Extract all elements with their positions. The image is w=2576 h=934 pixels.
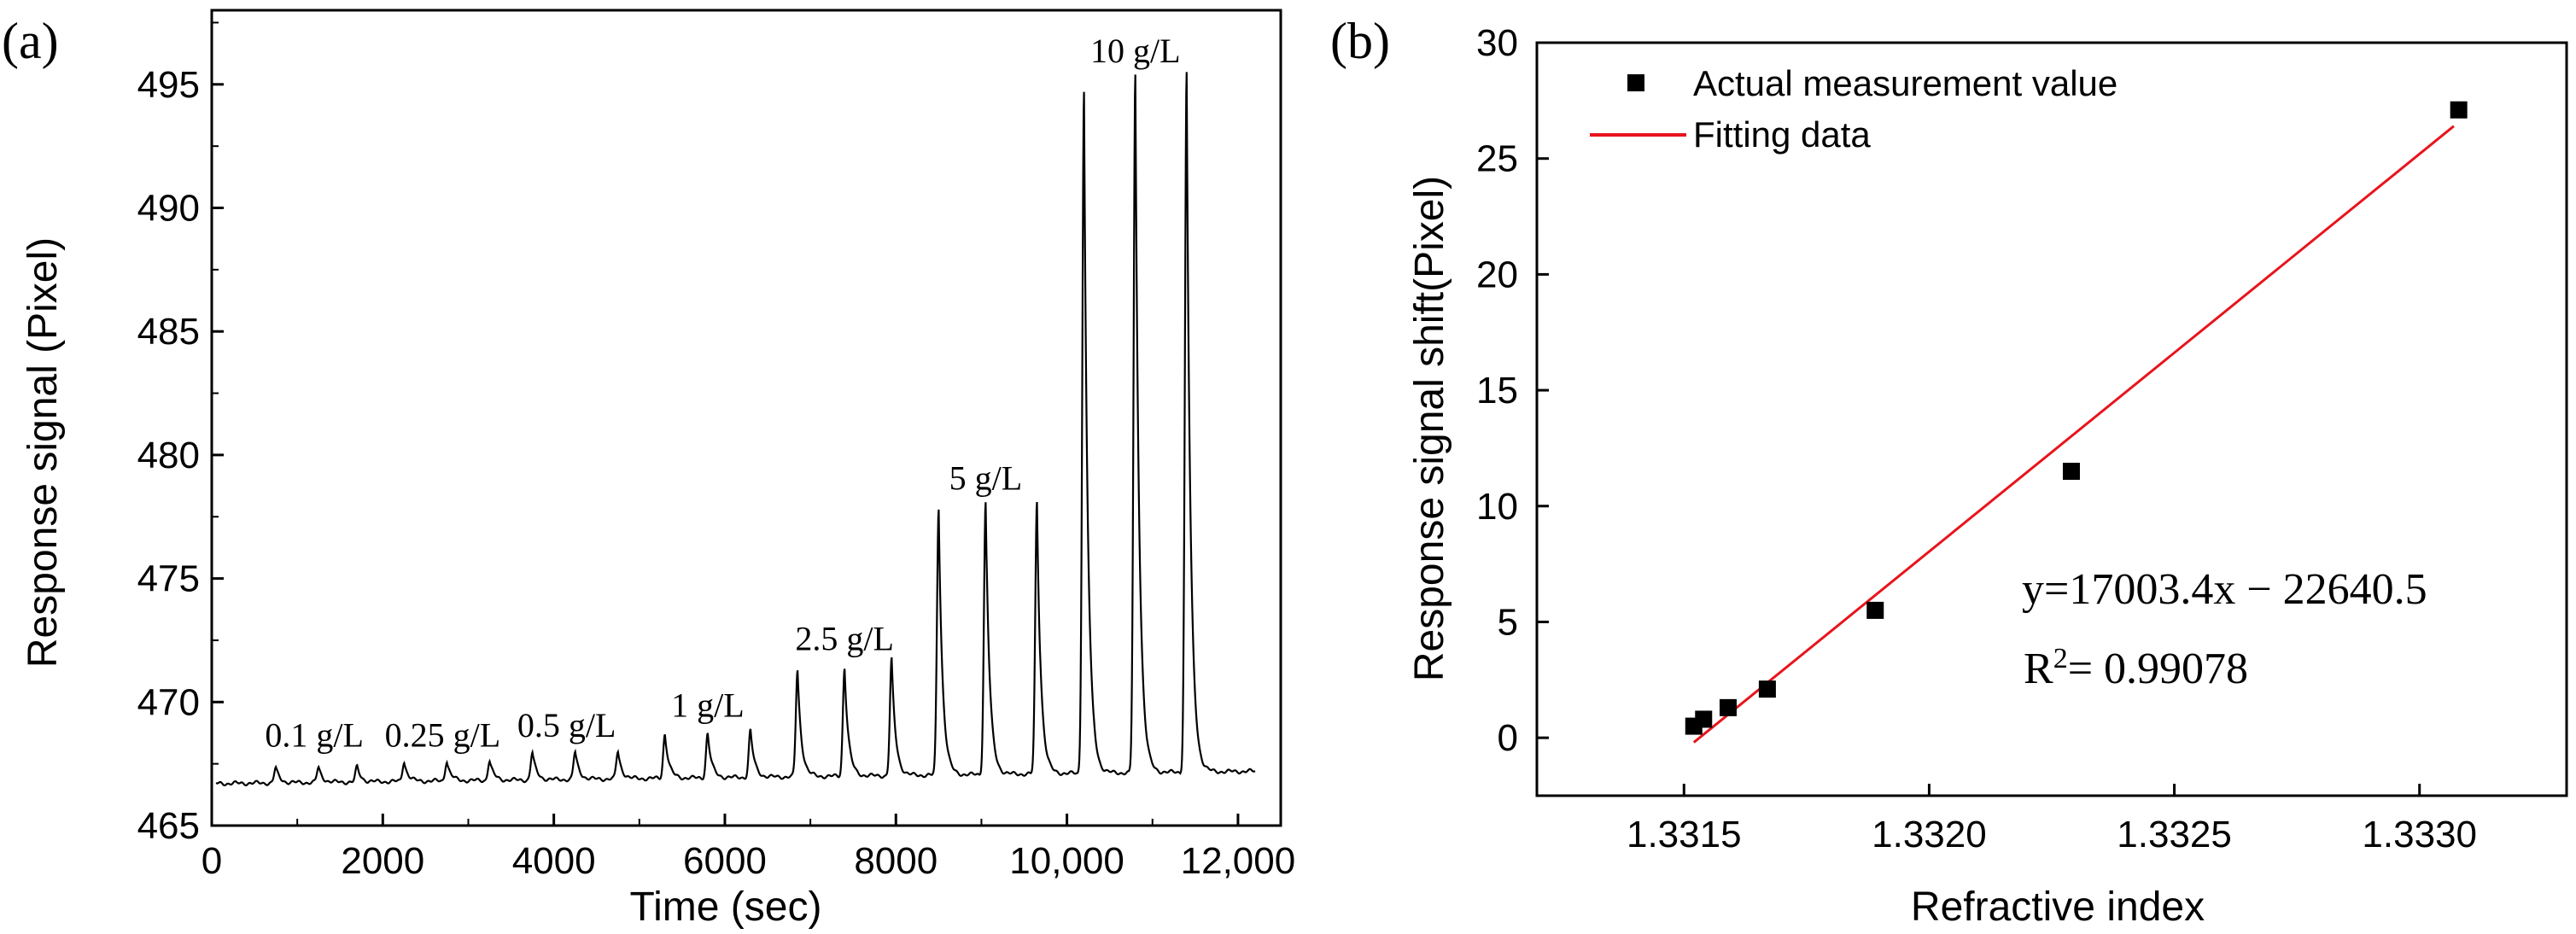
signal-trace (215, 72, 1256, 787)
panel-b-label: (b) (1330, 13, 1390, 69)
x-tick-label: 8000 (854, 840, 938, 882)
legend-label-measurement: Actual measurement value (1693, 63, 2117, 103)
panel-a-plot-area: 0 2000 4000 6000 8000 10,000 12,000 465 470 475 48… (137, 9, 1296, 882)
y-tick-label: 20 (1476, 254, 1518, 295)
concentration-label: 1 g/L (671, 686, 745, 725)
data-point (1866, 601, 1884, 619)
legend-marker-square (1627, 74, 1644, 91)
panel-a-y-axis-title: Response signal (Pixel) (20, 237, 66, 668)
x-tick-label: 1.3320 (1872, 814, 1987, 855)
y-tick-label: 495 (137, 64, 200, 106)
x-tick-label: 6000 (683, 840, 767, 882)
r-squared: R2= 0.99078 (2024, 643, 2248, 693)
panel-b-frame (1535, 41, 2568, 797)
y-tick-label: 465 (137, 805, 200, 847)
y-tick-label: 10 (1476, 486, 1518, 528)
concentration-label: 2.5 g/L (795, 620, 894, 658)
legend: Actual measurement value Fitting data (1590, 63, 2117, 155)
data-point (1695, 710, 1713, 728)
y-tick-label: 15 (1476, 370, 1518, 412)
y-tick-label: 5 (1498, 601, 1518, 643)
panel-b-scatter-fit-chart: (b) 1.3315 1.3320 1.3325 1.3330 0 5 10 15 20 25 30… (1330, 13, 2568, 930)
x-tick-label: 4000 (512, 840, 596, 882)
panel-a-label: (a) (2, 13, 59, 69)
data-point (1758, 680, 1776, 698)
x-tick-label: 1.3315 (1627, 814, 1742, 855)
concentration-label: 10 g/L (1090, 32, 1181, 70)
r-squared-prefix: R (2024, 645, 2053, 693)
y-tick-label: 470 (137, 681, 200, 723)
data-point (2062, 463, 2080, 481)
y-tick-label: 25 (1476, 138, 1518, 180)
legend-label-fit: Fitting data (1693, 114, 1871, 155)
panel-b-plot-area: 1.3315 1.3320 1.3325 1.3330 0 5 10 15 20 25 30 (1476, 22, 2568, 855)
data-point (2450, 101, 2468, 119)
panel-b-x-axis-title: Refractive index (1911, 884, 2205, 930)
x-tick-label: 1.3330 (2362, 814, 2477, 855)
y-tick-label: 490 (137, 188, 200, 230)
panel-a-x-axis-title: Time (sec) (630, 884, 822, 930)
panel-b-y-axis-title: Response signal shift(Pixel) (1407, 176, 1452, 681)
r-squared-superscript: 2 (2053, 643, 2068, 674)
y-tick-label: 30 (1476, 22, 1518, 64)
r-squared-value: = 0.99078 (2068, 645, 2248, 693)
concentration-label: 0.5 g/L (517, 706, 616, 744)
fit-line (1692, 125, 2455, 744)
x-tick-label: 2000 (341, 840, 424, 882)
panel-a-frame (210, 9, 1282, 827)
x-tick-label: 10,000 (1009, 840, 1124, 882)
concentration-label: 0.25 g/L (385, 715, 501, 754)
concentration-label: 0.1 g/L (265, 715, 364, 754)
data-point (1719, 698, 1737, 716)
y-tick-label: 0 (1498, 717, 1518, 759)
y-tick-label: 475 (137, 558, 200, 600)
x-tick-label: 1.3325 (2117, 814, 2232, 855)
x-tick-label: 0 (202, 840, 222, 882)
y-tick-label: 485 (137, 311, 200, 353)
fit-equation: y=17003.4x − 22640.5 (2022, 565, 2427, 614)
y-tick-label: 480 (137, 435, 200, 476)
x-tick-label: 12,000 (1181, 840, 1296, 882)
concentration-label: 5 g/L (949, 458, 1023, 497)
panel-a-time-series-chart: (a) 0 2000 4000 6000 8000 10,000 12,000 465 470 4… (2, 9, 1296, 930)
